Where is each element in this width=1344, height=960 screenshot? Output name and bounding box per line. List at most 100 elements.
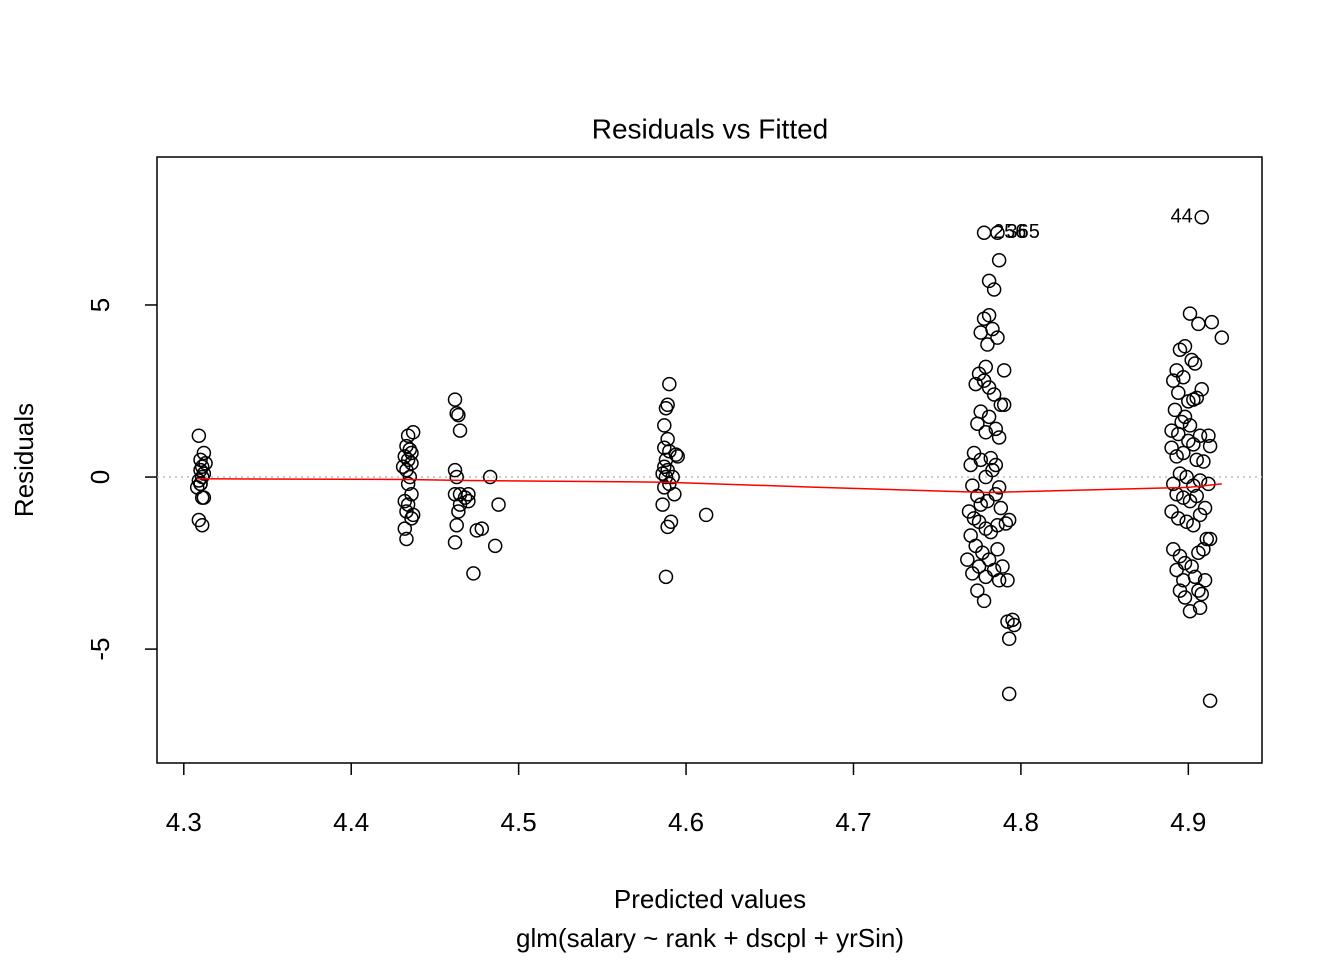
point xyxy=(981,308,997,323)
point xyxy=(665,469,680,485)
point xyxy=(1192,600,1208,616)
point xyxy=(963,457,978,473)
point-label: 365 xyxy=(1006,221,1039,243)
point xyxy=(981,409,997,425)
point xyxy=(451,407,466,423)
point xyxy=(991,430,1007,445)
point xyxy=(1169,562,1184,578)
point xyxy=(991,480,1007,495)
point xyxy=(1182,603,1198,619)
point xyxy=(990,542,1005,557)
point xyxy=(461,486,476,502)
point xyxy=(1187,356,1203,371)
y-tick-label: -5 xyxy=(85,638,115,661)
point xyxy=(397,493,413,509)
point xyxy=(400,476,416,492)
point xyxy=(1202,438,1218,454)
point xyxy=(1001,631,1017,647)
point xyxy=(1166,476,1181,492)
point xyxy=(1182,418,1198,433)
point xyxy=(395,459,411,474)
point xyxy=(449,469,464,485)
point xyxy=(986,282,1002,297)
point xyxy=(1167,402,1183,418)
point xyxy=(1172,466,1188,481)
point xyxy=(1186,517,1201,533)
point xyxy=(1189,488,1204,504)
point xyxy=(447,392,463,407)
point xyxy=(968,376,983,392)
x-tick-label: 4.8 xyxy=(1003,807,1039,837)
point xyxy=(988,421,1004,437)
point xyxy=(399,531,414,547)
point xyxy=(970,583,985,598)
point xyxy=(663,514,679,530)
point xyxy=(658,469,674,485)
point xyxy=(461,493,476,509)
point xyxy=(1194,209,1209,225)
point xyxy=(191,428,207,443)
point xyxy=(998,516,1014,531)
point xyxy=(1187,569,1203,585)
point xyxy=(193,452,208,468)
y-tick-label: 5 xyxy=(85,298,115,312)
point xyxy=(670,449,685,464)
point xyxy=(667,486,682,502)
plot-frame xyxy=(156,156,1263,764)
point xyxy=(1171,511,1186,526)
point xyxy=(1204,314,1220,330)
point xyxy=(196,445,212,461)
point xyxy=(1177,590,1193,605)
point xyxy=(986,387,1002,402)
point xyxy=(996,363,1012,378)
point xyxy=(981,273,997,289)
point xyxy=(970,416,985,431)
point xyxy=(1186,392,1201,407)
point xyxy=(1182,306,1198,321)
point xyxy=(449,517,464,533)
point xyxy=(993,397,1009,413)
point xyxy=(658,400,674,416)
point xyxy=(1184,559,1199,574)
x-tick-label: 4.4 xyxy=(333,807,369,837)
point xyxy=(1171,426,1186,442)
point xyxy=(657,418,672,433)
point xyxy=(988,486,1004,502)
point xyxy=(1201,428,1216,443)
point xyxy=(1171,385,1186,400)
point xyxy=(996,397,1012,413)
point xyxy=(980,337,995,352)
point xyxy=(449,406,464,421)
point xyxy=(452,497,468,512)
x-tick-label: 4.9 xyxy=(1170,807,1206,837)
point xyxy=(491,497,506,512)
point xyxy=(662,443,677,459)
point xyxy=(1214,330,1230,345)
point xyxy=(196,466,212,481)
point xyxy=(1189,452,1204,468)
point xyxy=(1192,507,1208,523)
x-tick-label: 4.6 xyxy=(668,807,704,837)
x-axis-label: Predicted values xyxy=(614,884,806,914)
point xyxy=(402,469,418,485)
point xyxy=(698,507,714,523)
point xyxy=(978,359,993,375)
point xyxy=(1194,586,1209,602)
point xyxy=(1192,428,1208,443)
point xyxy=(474,521,490,536)
point xyxy=(658,569,674,585)
point xyxy=(466,566,481,581)
point-label: 256 xyxy=(993,221,1026,243)
point xyxy=(193,476,208,492)
point xyxy=(657,459,672,474)
point xyxy=(1202,693,1218,708)
point xyxy=(1179,514,1194,530)
point xyxy=(399,462,414,478)
point xyxy=(1196,454,1211,469)
point xyxy=(400,428,416,443)
point xyxy=(976,593,992,609)
x-tick-label: 4.3 xyxy=(166,807,202,837)
point xyxy=(655,466,670,481)
point xyxy=(990,517,1005,533)
